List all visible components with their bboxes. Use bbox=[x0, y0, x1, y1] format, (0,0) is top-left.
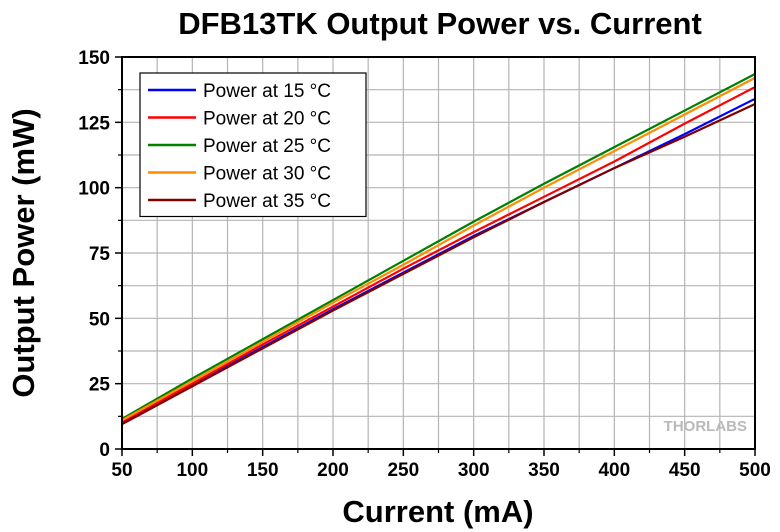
legend: Power at 15 °C Power at 20 °C Power at 25 … bbox=[139, 72, 367, 218]
y-tick-label: 150 bbox=[78, 48, 110, 69]
y-axis-title: Output Power (mW) bbox=[6, 108, 41, 397]
legend-label: Power at 35 °C bbox=[203, 191, 331, 212]
x-tick-label: 200 bbox=[317, 460, 349, 481]
legend-label: Power at 15 °C bbox=[203, 81, 331, 102]
chart-title: DFB13TK Output Power vs. Current bbox=[178, 6, 702, 41]
x-tick-label: 100 bbox=[176, 460, 208, 481]
y-tick-label: 25 bbox=[89, 375, 111, 396]
x-axis-title: Current (mA) bbox=[342, 494, 533, 529]
x-tick-label: 450 bbox=[669, 460, 701, 481]
y-tick-label: 0 bbox=[99, 440, 110, 461]
series-line-2 bbox=[121, 86, 756, 423]
y-tick-label: 50 bbox=[89, 309, 110, 330]
series-layer bbox=[121, 73, 756, 426]
x-tick-label: 350 bbox=[528, 460, 560, 481]
y-tick-label: 125 bbox=[78, 113, 110, 134]
x-tick-label: 50 bbox=[111, 460, 132, 481]
legend-label: Power at 30 °C bbox=[203, 164, 331, 185]
axis-ticks bbox=[115, 56, 756, 456]
x-tick-label: 300 bbox=[458, 460, 490, 481]
series-line-3 bbox=[121, 73, 756, 420]
x-tick-label: 150 bbox=[247, 460, 279, 481]
legend-label: Power at 20 °C bbox=[203, 109, 331, 130]
x-tick-label: 500 bbox=[739, 460, 771, 481]
y-tick-labels: 0 25 50 75 100 125 150 bbox=[78, 48, 110, 461]
series-line-5 bbox=[121, 103, 756, 426]
legend-label: Power at 25 °C bbox=[203, 136, 331, 157]
x-tick-label: 400 bbox=[598, 460, 630, 481]
series-line-4 bbox=[121, 76, 756, 422]
x-tick-label: 250 bbox=[387, 460, 419, 481]
watermark-logo: THORLABS bbox=[664, 418, 747, 435]
series-line-1 bbox=[121, 97, 756, 424]
y-tick-label: 75 bbox=[89, 244, 111, 265]
x-tick-labels: 50 100 150 200 250 300 350 400 450 500 bbox=[111, 460, 770, 481]
y-tick-label: 100 bbox=[78, 179, 110, 200]
